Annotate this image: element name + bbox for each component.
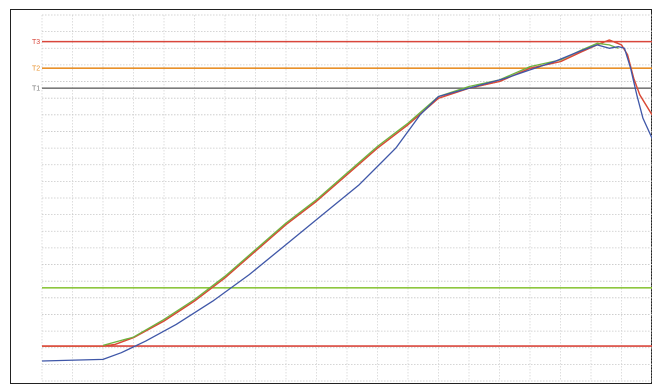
series-line (41, 44, 652, 362)
chart-grid (41, 14, 652, 382)
line-chart: T3 T2 T1 (32, 14, 652, 382)
reference-line-label: T3 (32, 39, 40, 46)
reference-line-label: T2 (32, 66, 40, 73)
reference-line-label: T1 (32, 86, 40, 93)
data-series (41, 39, 652, 362)
chart-frame (10, 9, 652, 384)
reference-lines: T3 T2 T1 (32, 39, 652, 347)
